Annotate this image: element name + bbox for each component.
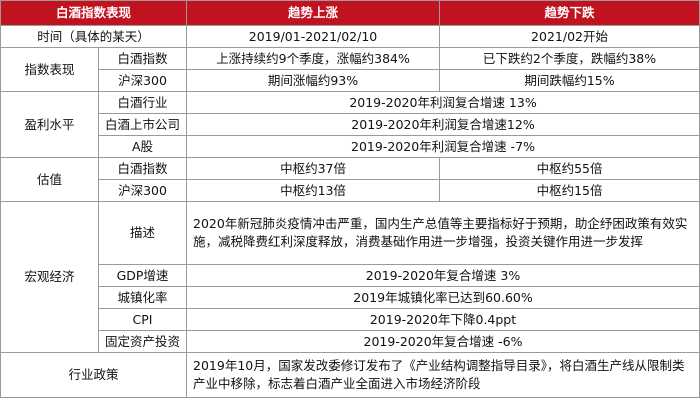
index-perf-name: 沪深300	[97, 69, 188, 92]
valuation-row: 估值 白酒指数 中枢约37倍 中枢约55倍	[0, 157, 700, 202]
profit-value: 2019-2020年利润复合增速 13%	[186, 91, 700, 114]
macro-name: GDP增速	[97, 264, 188, 287]
period-label: 时间（具体的某天）	[0, 25, 188, 48]
index-perf-up: 期间涨幅约93%	[186, 69, 441, 92]
macro-description: 2020年新冠肺炎疫情冲击严重，国内生产总值等主要指标好于预期，助企纾困政策有效…	[186, 201, 700, 265]
header-index-performance: 白酒指数表现	[0, 0, 188, 26]
index-perf-row: 指数表现 白酒指数 上涨持续约9个季度，涨幅约384% 已下跌约2个季度，跌幅约…	[0, 47, 700, 92]
header-row: 白酒指数表现 趋势上涨 趋势下跌	[0, 0, 700, 26]
profit-value: 2019-2020年利润复合增速12%	[186, 113, 700, 136]
profit-row: 盈利水平 白酒行业 2019-2020年利润复合增速 13%	[0, 91, 700, 158]
macro-row: 宏观经济 描述 2020年新冠肺炎疫情冲击严重，国内生产总值等主要指标好于预期，…	[0, 201, 700, 353]
macro-row: 城镇化率 2019年城镇化率已达到60.60%	[1, 286, 700, 309]
period-row: 时间（具体的某天） 2019/01-2021/02/10 2021/02开始	[0, 25, 700, 48]
policy-row: 行业政策 2019年10月，国家发改委修订发布了《产业结构调整指导目录》，将白酒…	[0, 352, 700, 398]
policy-value: 2019年10月，国家发改委修订发布了《产业结构调整指导目录》，将白酒生产线从限…	[186, 352, 700, 398]
index-perf-down: 已下跌约2个季度，跌幅约38%	[439, 47, 700, 70]
header-downtrend: 趋势下跌	[439, 0, 700, 26]
valuation-down: 中枢约15倍	[439, 179, 700, 202]
header-uptrend: 趋势上涨	[186, 0, 441, 26]
index-perf-down: 期间跌幅约15%	[439, 69, 700, 92]
profit-label: 盈利水平	[0, 91, 99, 158]
macro-label: 宏观经济	[0, 201, 99, 353]
macro-name: CPI	[97, 308, 188, 331]
profit-value: 2019-2020年利润复合增速 -7%	[186, 135, 700, 158]
macro-value: 2019-2020年复合增速 3%	[186, 264, 700, 287]
index-perf-label: 指数表现	[0, 47, 99, 92]
macro-value: 2019-2020年复合增速 -6%	[186, 330, 700, 353]
macro-name: 固定资产投资	[97, 330, 188, 353]
valuation-label: 估值	[0, 157, 99, 202]
macro-value: 2019年城镇化率已达到60.60%	[186, 286, 700, 309]
policy-label: 行业政策	[0, 352, 188, 398]
macro-name: 描述	[97, 201, 188, 265]
macro-row: CPI 2019-2020年下降0.4ppt	[1, 308, 700, 331]
liquor-index-table: 白酒指数表现 趋势上涨 趋势下跌 时间（具体的某天） 2019/01-2021/…	[0, 0, 700, 398]
valuation-up: 中枢约37倍	[186, 157, 441, 180]
macro-row: GDP增速 2019-2020年复合增速 3%	[1, 264, 700, 287]
index-perf-name: 白酒指数	[97, 47, 188, 70]
profit-name: A股	[97, 135, 188, 158]
valuation-down: 中枢约55倍	[439, 157, 700, 180]
valuation-row: 沪深300 中枢约13倍 中枢约15倍	[1, 179, 700, 202]
period-down: 2021/02开始	[439, 25, 700, 48]
index-perf-up: 上涨持续约9个季度，涨幅约384%	[186, 47, 441, 70]
profit-row: A股 2019-2020年利润复合增速 -7%	[1, 135, 700, 158]
profit-name: 白酒上市公司	[97, 113, 188, 136]
macro-value: 2019-2020年下降0.4ppt	[186, 308, 700, 331]
macro-row: 固定资产投资 2019-2020年复合增速 -6%	[1, 330, 700, 353]
valuation-name: 白酒指数	[97, 157, 188, 180]
macro-name: 城镇化率	[97, 286, 188, 309]
valuation-up: 中枢约13倍	[186, 179, 441, 202]
period-up: 2019/01-2021/02/10	[186, 25, 441, 48]
profit-name: 白酒行业	[97, 91, 188, 114]
profit-row: 白酒上市公司 2019-2020年利润复合增速12%	[1, 113, 700, 136]
valuation-name: 沪深300	[97, 179, 188, 202]
index-perf-row: 沪深300 期间涨幅约93% 期间跌幅约15%	[1, 69, 700, 92]
